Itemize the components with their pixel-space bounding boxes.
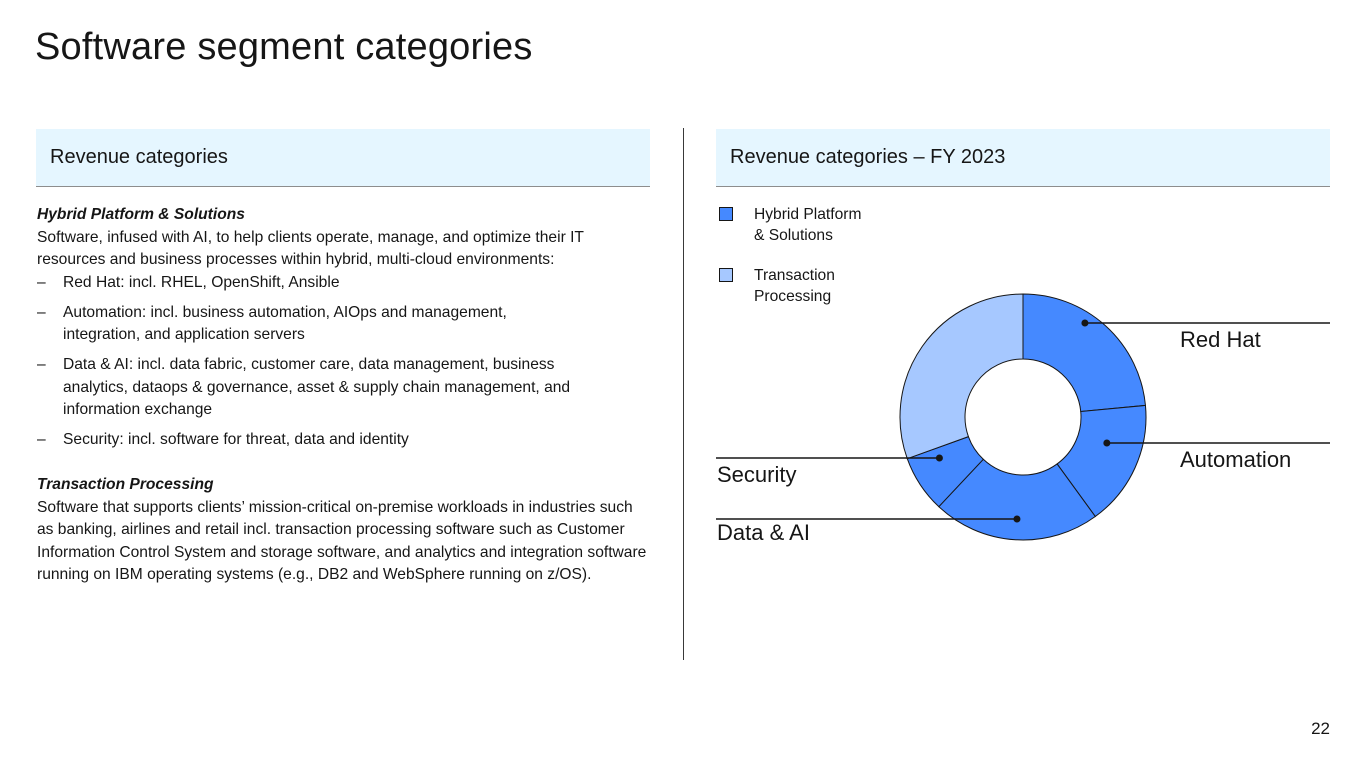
bullet-automation: – Automation: incl. business automation, … [37,302,577,347]
bullet-dash: – [37,356,46,373]
leader-dot [1081,319,1089,327]
donut-slice-red-hat [1022,293,1146,413]
bullet-dash: – [37,273,46,291]
slice-labels: Red Hat Automation Data & AI Security [717,327,1291,545]
leader-dot [1103,439,1111,447]
bullet-red-hat: – Red Hat: incl. RHEL, OpenShift, Ansible [37,272,647,295]
bullet-security: – Security: incl. software for threat, da… [37,429,647,452]
bullet-text: Red Hat: incl. RHEL, OpenShift, Ansible [63,273,340,291]
bullet-text: Automation: incl. business automation, A… [63,303,507,344]
leader-dot [935,454,943,462]
page-title: Software segment categories [35,26,533,68]
right-panel-header-label: Revenue categories – FY 2023 [730,146,1006,168]
transaction-section-title: Transaction Processing [37,476,214,493]
legend-label-hybrid: Hybrid Platform & Solutions [754,204,914,246]
hybrid-section-description: Software, infused with AI, to help clien… [37,228,584,269]
left-panel-body: Hybrid Platform & Solutions Software, in… [37,204,647,587]
bullet-text: Security: incl. software for threat, dat… [63,431,409,448]
bullet-text: Data & AI: incl. data fabric, customer c… [63,356,571,418]
hybrid-section-title: Hybrid Platform & Solutions [37,206,245,223]
left-panel-header-label: Revenue categories [50,146,228,168]
hybrid-bullet-list: – Red Hat: incl. RHEL, OpenShift, Ansible… [37,272,647,452]
legend-label-transaction: Transaction Processing [754,265,914,307]
legend-swatch-hybrid [719,207,733,221]
legend-swatch-transaction [719,268,733,282]
donut-slice-transaction-processing [899,293,1024,460]
slice-label: Data & AI [717,520,810,545]
legend-label-line: & Solutions [754,227,833,244]
legend-label-line: Transaction [754,267,835,284]
donut-slices [899,293,1147,541]
panel-divider [683,128,684,660]
donut-slice-data-ai [938,458,1096,541]
legend-label-line: Processing [754,288,832,305]
leader-dot [1013,515,1021,523]
transaction-section-description: Software that supports clients’ mission-… [37,498,647,584]
legend-label-line: Hybrid Platform [754,206,862,223]
left-panel-header: Revenue categories [36,129,650,187]
page-number: 22 [1311,719,1330,738]
bullet-dash: – [37,431,46,448]
slice-label: Red Hat [1180,327,1261,352]
slice-label: Automation [1180,447,1291,472]
bullet-data-ai: – Data & AI: incl. data fabric, customer … [37,354,609,422]
right-panel-header: Revenue categories – FY 2023 [716,129,1330,187]
slice-label: Security [717,462,796,487]
bullet-dash: – [37,303,46,321]
slice-leaders [716,319,1330,523]
